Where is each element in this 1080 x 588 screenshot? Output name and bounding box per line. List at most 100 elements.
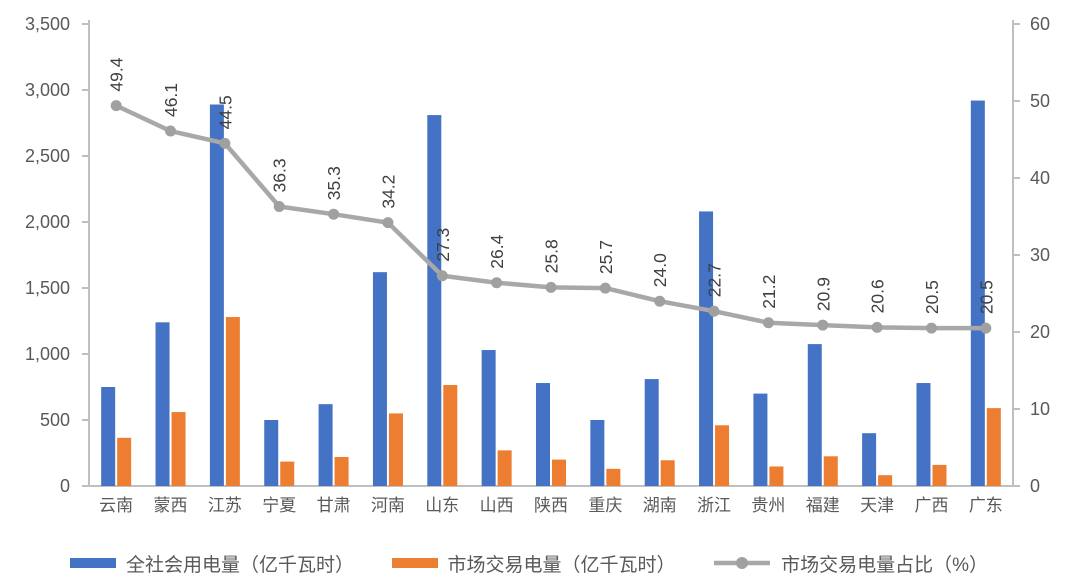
left-axis-tick-label: 500 bbox=[40, 410, 70, 430]
bar-total-consumption bbox=[318, 404, 333, 486]
bar-total-consumption bbox=[481, 350, 496, 486]
left-axis-tick-label: 2,000 bbox=[25, 212, 70, 232]
legend-line-dot-swatch-icon bbox=[714, 557, 771, 569]
bar-total-consumption bbox=[536, 383, 550, 486]
market-share-marker bbox=[491, 277, 503, 289]
bar-total-consumption bbox=[753, 393, 768, 486]
market-share-marker bbox=[545, 281, 557, 293]
bar-market-traded bbox=[388, 413, 403, 486]
bar-market-traded bbox=[715, 425, 730, 486]
market-share-data-label: 20.5 bbox=[922, 280, 942, 314]
category-label: 蒙西 bbox=[154, 496, 188, 515]
category-label: 云南 bbox=[99, 496, 133, 515]
market-share-data-label: 27.3 bbox=[433, 228, 453, 262]
bar-market-traded bbox=[225, 317, 240, 486]
category-label: 广东 bbox=[969, 496, 1003, 515]
right-axis-tick-label: 40 bbox=[1030, 168, 1050, 188]
right-axis-tick-label: 60 bbox=[1030, 14, 1050, 34]
market-share-marker bbox=[273, 200, 285, 212]
market-share-marker bbox=[817, 319, 829, 331]
category-label: 重庆 bbox=[588, 496, 622, 515]
bar-total-consumption bbox=[916, 383, 931, 486]
bar-market-traded bbox=[660, 460, 675, 486]
category-label: 陕西 bbox=[534, 496, 568, 515]
right-axis-tick-label: 50 bbox=[1030, 91, 1050, 111]
category-label: 山东 bbox=[425, 496, 459, 515]
market-share-marker bbox=[328, 208, 340, 220]
market-share-data-label: 34.2 bbox=[378, 175, 398, 209]
bar-total-consumption bbox=[264, 420, 279, 486]
bar-market-traded bbox=[171, 412, 186, 486]
category-label: 贵州 bbox=[751, 496, 785, 515]
legend-item-market-share: 市场交易电量占比（%） bbox=[713, 550, 988, 577]
left-axis-tick-label: 3,000 bbox=[25, 80, 70, 100]
market-share-data-label: 46.1 bbox=[161, 83, 181, 117]
market-share-marker bbox=[219, 137, 231, 149]
right-axis-tick-label: 20 bbox=[1030, 322, 1050, 342]
legend-item-total-consumption: 全社会用电量（亿千瓦时） bbox=[70, 550, 354, 577]
legend-blue-bar-swatch-icon bbox=[70, 558, 116, 568]
legend-orange-bar-swatch-icon bbox=[391, 558, 438, 568]
market-share-data-label: 24.0 bbox=[650, 253, 670, 287]
market-share-data-label: 20.5 bbox=[976, 280, 996, 314]
bar-market-traded bbox=[117, 437, 132, 486]
bar-total-consumption bbox=[101, 387, 116, 486]
bar-market-traded bbox=[823, 456, 838, 486]
market-share-data-label: 21.2 bbox=[759, 275, 779, 309]
bar-market-traded bbox=[280, 461, 295, 486]
market-share-data-label: 25.8 bbox=[542, 239, 562, 273]
legend-label-market-traded: 市场交易电量（亿千瓦时） bbox=[447, 554, 676, 576]
category-label: 河南 bbox=[371, 496, 405, 515]
bar-total-consumption bbox=[590, 420, 605, 486]
bar-total-consumption bbox=[699, 211, 714, 486]
right-axis-tick-label: 0 bbox=[1030, 476, 1040, 496]
market-share-data-label: 22.7 bbox=[705, 263, 725, 297]
legend-item-market-traded: 市场交易电量（亿千瓦时） bbox=[391, 550, 676, 577]
bar-market-traded bbox=[878, 475, 893, 486]
right-axis-tick-label: 10 bbox=[1030, 399, 1050, 419]
category-label: 浙江 bbox=[697, 496, 731, 515]
bar-market-traded bbox=[606, 468, 621, 486]
bar-market-traded bbox=[443, 385, 458, 486]
market-share-marker bbox=[436, 270, 448, 282]
legend-label-market-share: 市场交易电量占比（%） bbox=[781, 554, 988, 576]
left-axis-tick-label: 1,500 bbox=[25, 278, 70, 298]
left-axis-tick-label: 1,000 bbox=[25, 344, 70, 364]
market-share-marker bbox=[708, 305, 720, 317]
market-share-marker bbox=[980, 322, 992, 334]
market-share-marker bbox=[382, 217, 394, 229]
left-axis-tick-label: 2,500 bbox=[25, 146, 70, 166]
market-share-marker bbox=[599, 282, 611, 294]
bar-total-consumption bbox=[807, 344, 822, 486]
chart-legend: 全社会用电量（亿千瓦时） 市场交易电量（亿千瓦时） 市场交易电量占比（%） bbox=[0, 544, 1080, 582]
bar-market-traded bbox=[932, 464, 947, 486]
category-label: 天津 bbox=[860, 496, 894, 515]
legend-label-total-consumption: 全社会用电量（亿千瓦时） bbox=[126, 554, 355, 576]
market-share-data-label: 44.5 bbox=[215, 95, 235, 129]
category-label: 福建 bbox=[806, 496, 840, 515]
bar-market-traded bbox=[986, 408, 1001, 486]
market-share-data-label: 25.7 bbox=[596, 240, 616, 274]
left-axis-tick-label: 0 bbox=[60, 476, 70, 496]
market-share-marker bbox=[654, 295, 666, 307]
bar-total-consumption bbox=[155, 322, 170, 486]
market-share-data-label: 36.3 bbox=[270, 158, 290, 192]
market-share-data-label: 35.3 bbox=[324, 166, 344, 200]
category-label: 江苏 bbox=[208, 496, 242, 515]
bar-total-consumption bbox=[862, 433, 877, 486]
market-share-marker bbox=[925, 322, 937, 334]
category-label: 湖南 bbox=[643, 496, 677, 515]
category-label: 宁夏 bbox=[262, 496, 296, 515]
bar-total-consumption bbox=[644, 379, 659, 486]
bar-market-traded bbox=[497, 450, 512, 486]
bar-total-consumption bbox=[970, 100, 985, 486]
category-label: 山西 bbox=[480, 496, 514, 515]
market-share-marker bbox=[871, 321, 883, 333]
category-label: 甘肃 bbox=[317, 496, 351, 515]
market-share-data-label: 20.6 bbox=[868, 279, 888, 313]
left-axis-tick-label: 3,500 bbox=[25, 14, 70, 34]
bar-total-consumption bbox=[209, 104, 224, 487]
bar-market-traded bbox=[334, 456, 349, 486]
market-share-marker bbox=[110, 100, 122, 112]
